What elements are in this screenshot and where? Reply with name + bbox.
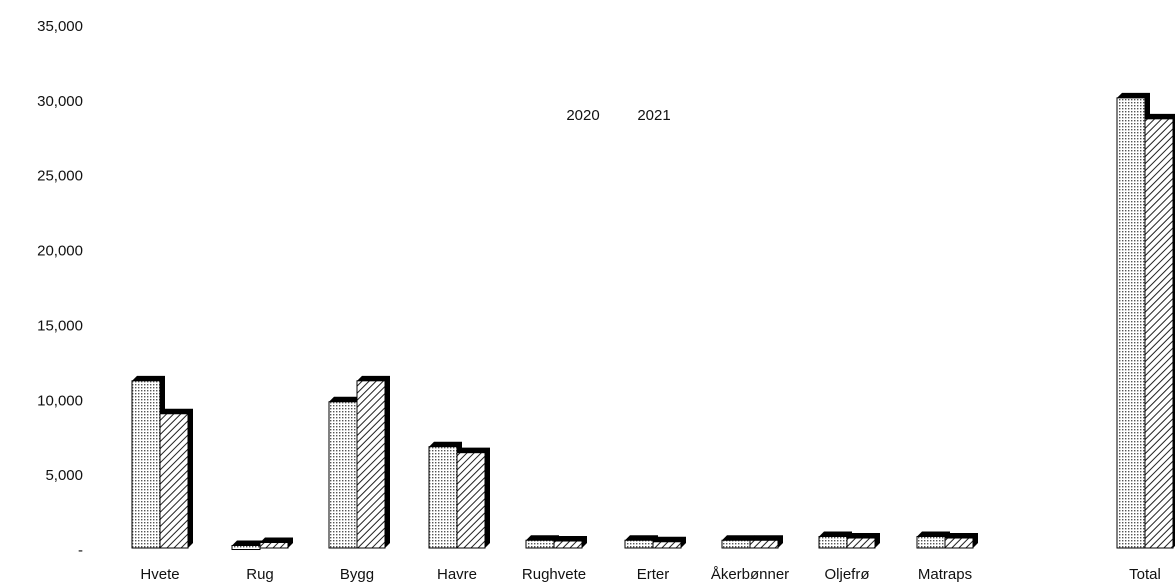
x-tick-label: Erter xyxy=(637,566,670,583)
y-tick-label: 30,000 xyxy=(37,93,83,110)
bar-depth-face xyxy=(554,536,587,548)
x-tick-label: Åkerbønner xyxy=(711,566,789,583)
bar-front-face xyxy=(652,541,682,549)
bar-front-face xyxy=(428,446,458,549)
y-tick-label: 15,000 xyxy=(37,317,83,334)
x-tick-label: Rug xyxy=(246,566,274,583)
y-tick-label: 35,000 xyxy=(37,18,83,35)
bar-front-face xyxy=(944,537,974,549)
y-tick-label: 5,000 xyxy=(45,467,83,484)
legend-label: 2021 xyxy=(637,107,670,124)
legend-label: 2020 xyxy=(566,107,599,124)
x-tick-label: Bygg xyxy=(340,566,374,583)
bar-2021-Havre xyxy=(456,447,490,549)
x-tick-label: Havre xyxy=(437,566,477,583)
x-axis: Hvete Rug Bygg Havre Rughvete Erter Åkerbønner… xyxy=(140,566,1160,583)
bar-front-face xyxy=(624,539,654,549)
bar-depth-face xyxy=(750,535,783,548)
bar-front-face xyxy=(1116,97,1146,549)
bar-depth-face xyxy=(625,535,658,548)
bar-depth-face xyxy=(653,536,686,548)
bar-front-face xyxy=(328,401,358,549)
y-tick-label: 25,000 xyxy=(37,168,83,185)
bar-front-face xyxy=(131,380,161,549)
bar-2020-Total xyxy=(1116,92,1150,549)
bar-2021-Hvete xyxy=(159,408,193,549)
bar-front-face xyxy=(356,380,386,549)
bar-front-face xyxy=(846,537,876,549)
bar-depth-face xyxy=(847,533,880,548)
bar-depth-face xyxy=(457,447,490,548)
bar-front-face xyxy=(456,452,486,549)
bar-front-face xyxy=(159,413,189,549)
bar-depth-face xyxy=(260,537,293,548)
x-tick-label: Oljefrø xyxy=(825,566,870,583)
bar-2021-Bygg xyxy=(356,375,390,549)
y-tick-label: 20,000 xyxy=(37,243,83,260)
x-tick-label: Matraps xyxy=(918,566,972,583)
bar-2021-Rug xyxy=(259,537,293,549)
bar-depth-face xyxy=(526,535,559,548)
legend: 2020 2021 xyxy=(566,107,670,124)
bar-depth-face xyxy=(945,533,978,548)
bar-front-face xyxy=(818,536,848,549)
y-axis: - 5,000 10,000 15,000 20,000 25,000 30,000 35,0… xyxy=(37,18,83,559)
bar-depth-face xyxy=(722,535,755,548)
bar-front-face xyxy=(721,539,751,549)
bar-front-face xyxy=(259,542,289,549)
bar-2021-Rughvete xyxy=(553,536,587,549)
bar-front-face xyxy=(1144,118,1174,549)
bar-2021-Oljefrø xyxy=(846,533,880,549)
bar-2021-Matraps xyxy=(944,533,978,549)
x-tick-label: Total xyxy=(1129,566,1161,583)
bar-2021-Total xyxy=(1144,113,1175,549)
bar-depth-face xyxy=(917,531,950,548)
bar-front-face xyxy=(525,539,555,549)
y-tick-label: - xyxy=(78,542,83,559)
bar-depth-face xyxy=(357,375,390,548)
bar-2020-Bygg xyxy=(328,396,362,549)
bar-front-face xyxy=(749,539,779,549)
x-tick-label: Hvete xyxy=(140,566,179,583)
bar-front-face xyxy=(916,536,946,549)
y-tick-label: 10,000 xyxy=(37,392,83,409)
bar-depth-face xyxy=(819,531,852,548)
bars xyxy=(131,92,1175,551)
bar-depth-face xyxy=(160,408,193,548)
x-tick-label: Rughvete xyxy=(522,566,586,583)
bar-2021-Åkerbønner xyxy=(749,535,783,549)
bar-front-face xyxy=(231,545,261,551)
bar-front-face xyxy=(553,540,583,549)
bar-2021-Erter xyxy=(652,536,686,549)
bar-depth-face xyxy=(232,540,265,548)
